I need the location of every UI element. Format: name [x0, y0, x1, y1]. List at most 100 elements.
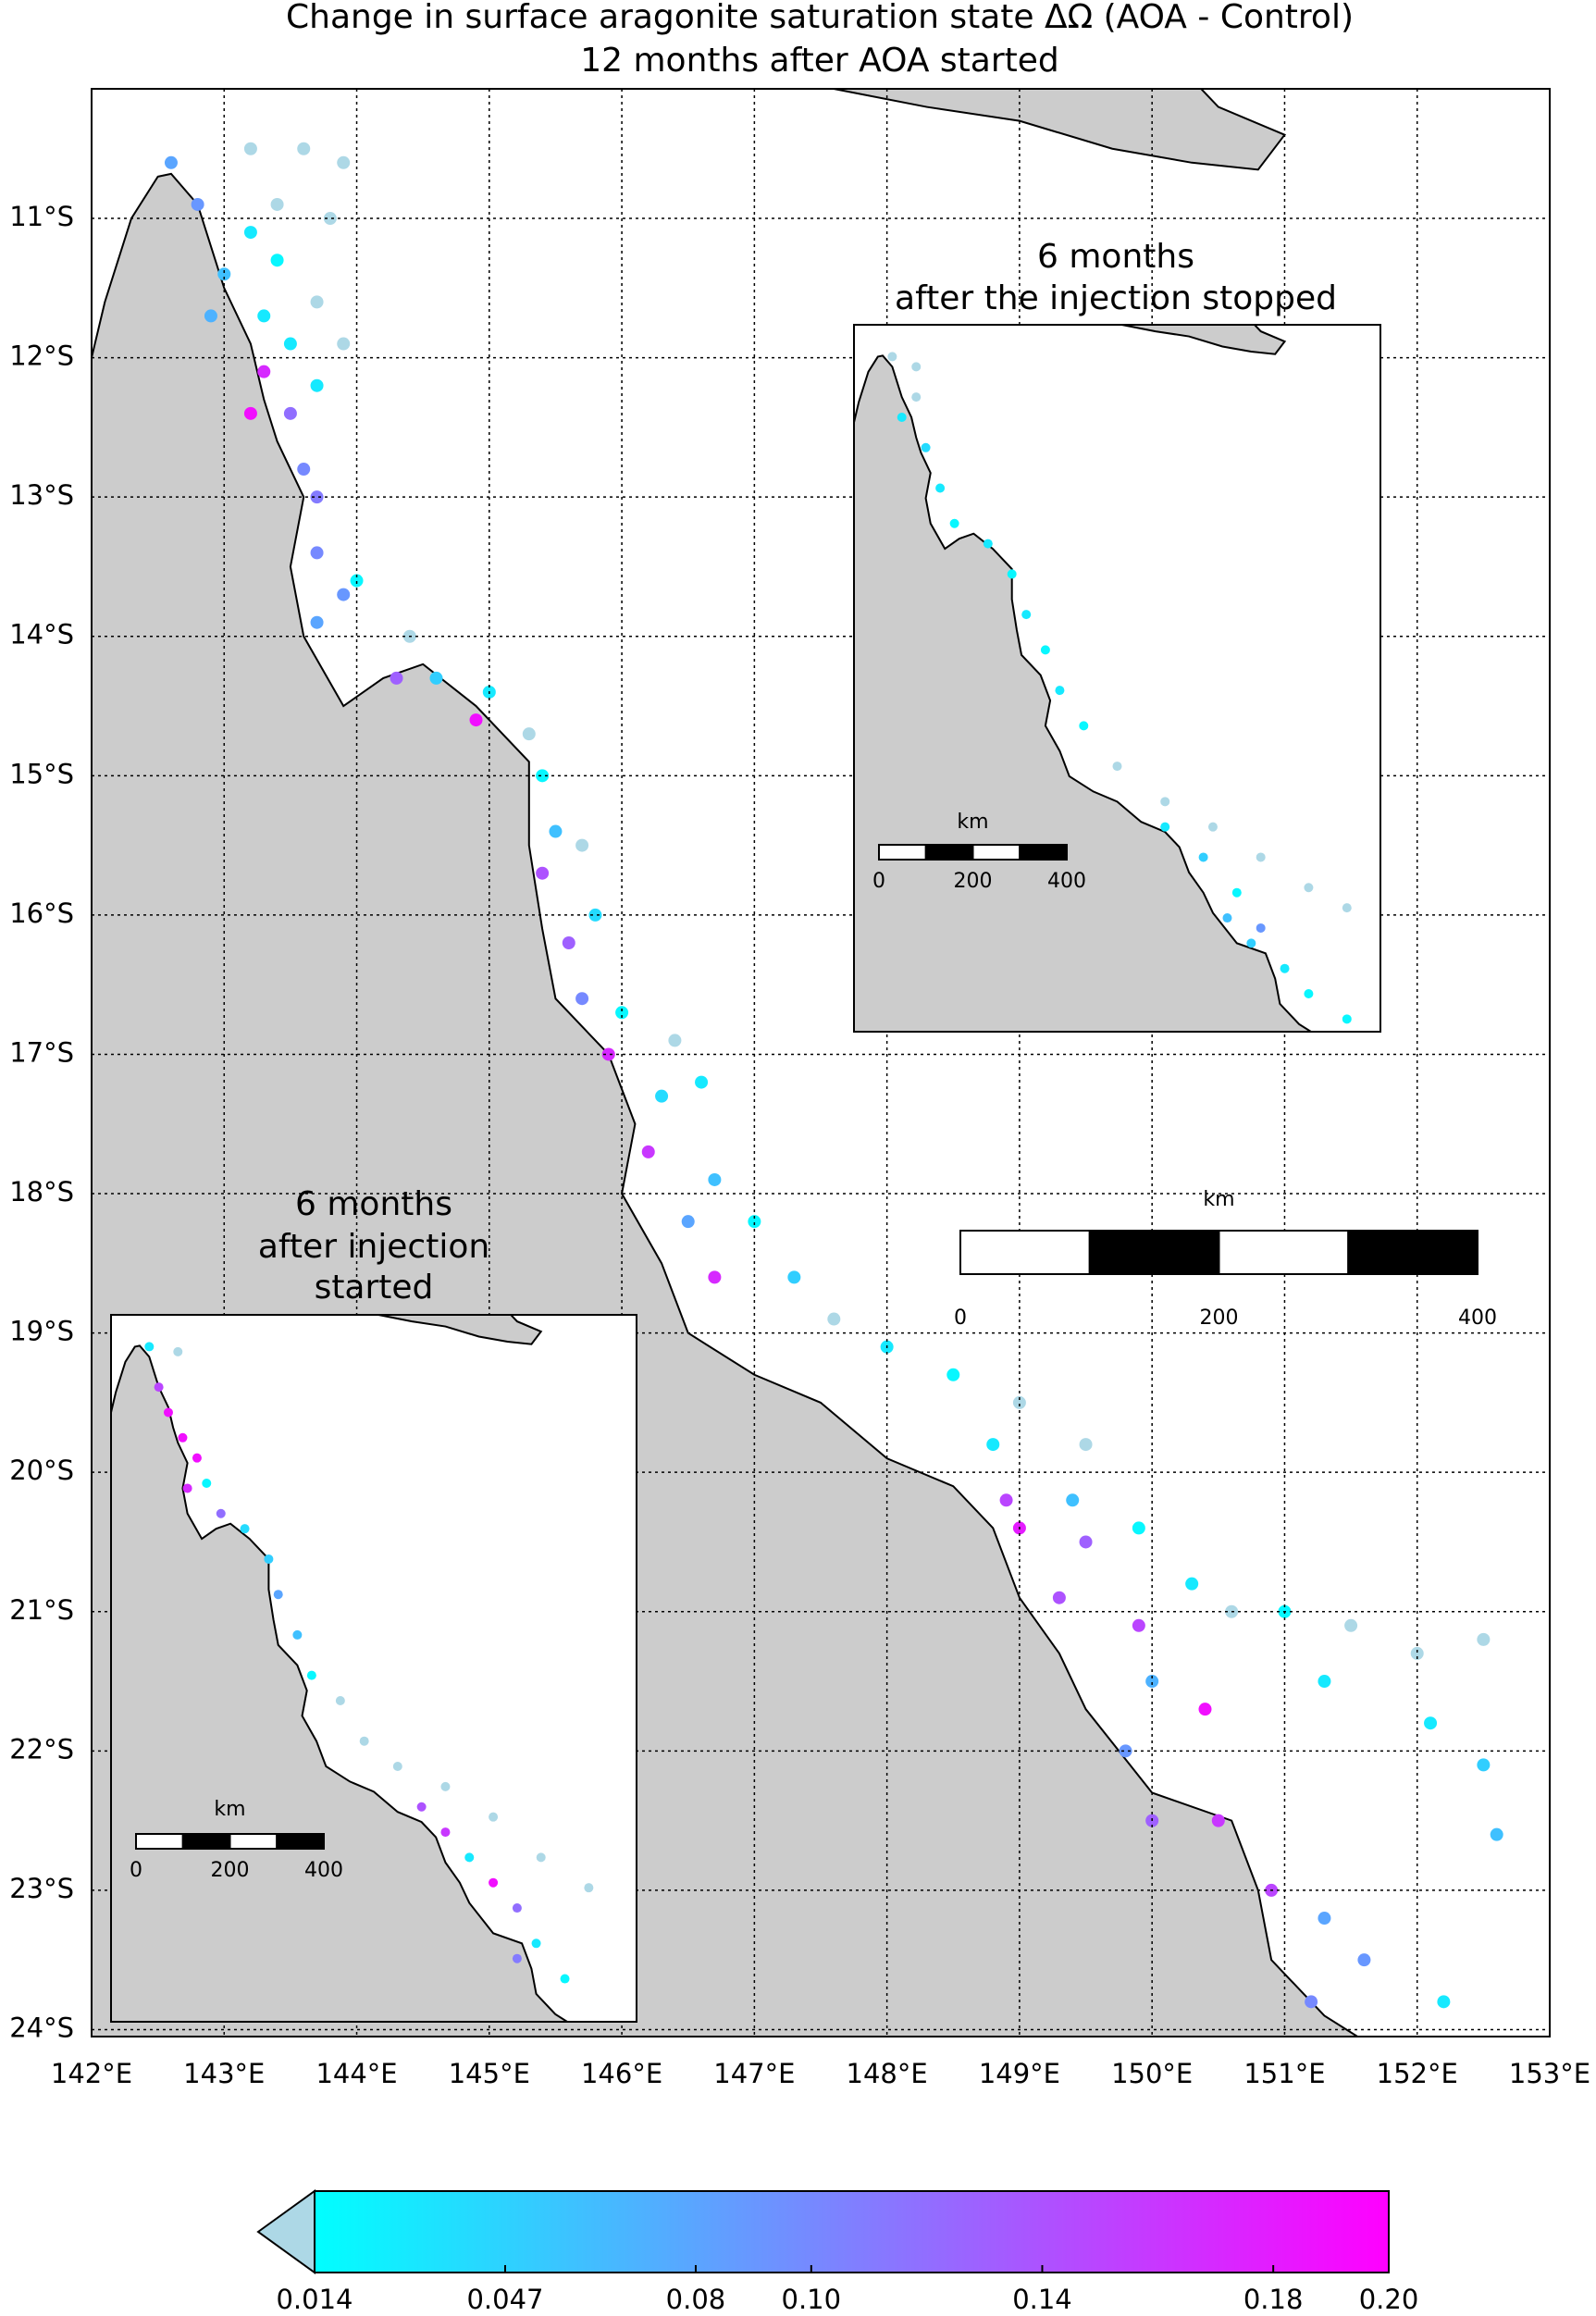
scalebar-segment — [1218, 1230, 1350, 1275]
data-point — [522, 727, 536, 741]
data-point — [273, 1590, 283, 1600]
data-point — [1079, 1535, 1093, 1549]
scalebar-segment — [1088, 1230, 1220, 1275]
data-point — [1079, 1438, 1093, 1452]
data-point — [1222, 913, 1232, 923]
data-point — [243, 406, 257, 420]
data-point — [1040, 645, 1050, 655]
scalebar-segment — [181, 1833, 231, 1850]
data-point — [615, 1006, 629, 1020]
data-point — [240, 1524, 250, 1534]
scalebar-segment — [135, 1833, 184, 1850]
data-point — [911, 362, 922, 372]
scalebar-segment — [959, 1230, 1091, 1275]
data-point — [986, 1438, 1000, 1452]
colorbar-tick-label: 0.10 — [782, 2284, 842, 2312]
inset-title: 6 months — [295, 1185, 452, 1223]
data-point — [182, 1483, 192, 1493]
data-point — [1246, 938, 1256, 948]
data-point — [827, 1312, 841, 1326]
subtitle: 12 months after AOA started — [580, 42, 1059, 80]
data-point — [306, 1670, 316, 1680]
data-point — [536, 866, 550, 880]
inset-title: 6 months — [1037, 238, 1194, 276]
scalebar-label: 400 — [304, 1859, 343, 1882]
x-tick-label: 142°E — [51, 2058, 132, 2089]
data-point — [695, 1075, 709, 1089]
data-point — [949, 518, 959, 528]
data-point — [1424, 1716, 1438, 1730]
data-point — [1198, 1703, 1212, 1716]
land — [111, 1344, 569, 2022]
data-point — [390, 671, 403, 685]
data-point — [536, 1852, 546, 1863]
data-point — [560, 1974, 570, 1984]
data-point — [337, 155, 351, 169]
data-point — [202, 1478, 212, 1488]
data-point — [655, 1089, 669, 1103]
data-point — [748, 1215, 761, 1229]
scalebar-segment — [1347, 1230, 1478, 1275]
data-point — [323, 212, 337, 226]
map-layer — [111, 1315, 594, 2022]
data-point — [243, 226, 257, 240]
data-point — [144, 1342, 155, 1352]
scalebar-label: 0 — [954, 1307, 967, 1330]
data-point — [217, 267, 231, 281]
scalebar-label: 0 — [130, 1859, 142, 1882]
data-point — [257, 309, 271, 323]
inset-title: after the injection stopped — [895, 279, 1337, 317]
data-point — [668, 1034, 682, 1047]
data-point — [921, 442, 931, 452]
data-point — [310, 378, 324, 392]
x-tick-label: 149°E — [979, 2058, 1060, 2089]
data-point — [1344, 1618, 1358, 1632]
data-point — [584, 1883, 594, 1893]
data-point — [1132, 1521, 1145, 1535]
data-point — [310, 546, 324, 560]
data-point — [681, 1215, 695, 1229]
data-point — [335, 1695, 345, 1705]
scalebar-label: 400 — [1047, 870, 1086, 893]
data-point — [911, 392, 922, 403]
data-point — [1211, 1814, 1225, 1827]
data-point — [641, 1145, 655, 1158]
land — [377, 1315, 543, 1345]
y-tick-label: 13°S — [9, 479, 74, 511]
data-point — [270, 254, 284, 267]
scalebar-label: 0 — [872, 870, 885, 893]
land — [833, 89, 1287, 171]
data-point — [292, 1629, 303, 1640]
land — [1120, 325, 1287, 355]
x-tick-label: 144°E — [315, 2058, 397, 2089]
scalebar-segment — [229, 1833, 278, 1850]
data-point — [337, 588, 351, 601]
title: Change in surface aragonite saturation s… — [286, 0, 1354, 36]
colorbar-tick-label: 0.14 — [1012, 2284, 1072, 2312]
data-point — [270, 197, 284, 211]
data-point — [243, 142, 257, 155]
map-border — [91, 88, 1551, 2037]
data-point — [216, 1508, 226, 1518]
data-point — [1132, 1618, 1145, 1632]
x-tick-label: 143°E — [183, 2058, 265, 2089]
y-tick-label: 23°S — [9, 1873, 74, 1904]
data-point — [1145, 1675, 1159, 1689]
data-point — [429, 671, 443, 685]
data-point — [464, 1852, 475, 1863]
inset-border — [853, 324, 1381, 1033]
data-point — [154, 1382, 164, 1393]
x-tick-label: 145°E — [449, 2058, 530, 2089]
data-point — [887, 352, 897, 362]
data-point — [536, 769, 550, 783]
data-point — [1052, 1591, 1066, 1604]
y-tick-label: 21°S — [9, 1594, 74, 1626]
data-point — [163, 1407, 173, 1418]
map-layer — [854, 325, 1352, 1032]
inset-border — [110, 1314, 637, 2023]
data-point — [1490, 1827, 1503, 1841]
data-point — [1357, 1953, 1371, 1967]
data-point — [1207, 822, 1218, 832]
